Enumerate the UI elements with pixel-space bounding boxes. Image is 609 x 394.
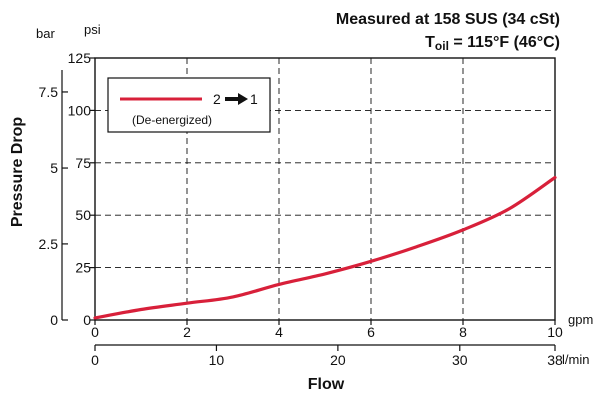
grid-lines: [95, 58, 555, 320]
y-secondary-unit: bar: [36, 26, 55, 41]
y-secondary-tick-label: 7.5: [39, 84, 59, 100]
legend: 2 1 (De-energized): [107, 77, 271, 133]
x-tick-label: 0: [91, 324, 99, 340]
series-line: [93, 175, 557, 320]
x-secondary-unit: l/min: [562, 352, 589, 367]
x-tick-label: 10: [547, 324, 563, 340]
x-secondary-tick-label: 30: [452, 352, 468, 368]
y-tick-label: 75: [75, 155, 91, 171]
y-tick-label: 0: [83, 312, 91, 328]
y-tick-label: 125: [68, 50, 92, 66]
chart-title: Measured at 158 SUS (34 cSt): [336, 11, 560, 28]
x-tick-label: 8: [459, 324, 467, 340]
x-tick-label: 6: [367, 324, 375, 340]
arrow-right-icon: [225, 93, 248, 105]
subtitle-main: T: [425, 34, 435, 51]
plot-frame: [94, 57, 556, 321]
y-axis-title: Pressure Drop: [9, 117, 26, 227]
legend-note: (De-energized): [132, 113, 212, 127]
x-secondary-tick-label: 20: [330, 352, 346, 368]
x-secondary-tick-label: 0: [91, 352, 99, 368]
y-tick-label: 25: [75, 260, 91, 276]
y-primary-unit: psi: [84, 22, 101, 37]
legend-box: [107, 77, 271, 133]
x-tick-label: 4: [275, 324, 283, 340]
y-secondary-tick-label: 2.5: [39, 236, 59, 252]
x-secondary-tick-label: 10: [209, 352, 225, 368]
y-secondary-tick-label: 5: [50, 160, 58, 176]
chart-subtitle: Toil = 115°F (46°C): [425, 34, 560, 53]
y-secondary-tick-label: 0: [50, 312, 58, 328]
subtitle-subscript: oil: [435, 39, 449, 53]
series-layer: [93, 175, 557, 320]
y-tick-label: 50: [75, 207, 91, 223]
y-tick-label: 100: [68, 102, 92, 118]
subtitle-rest: = 115°F (46°C): [449, 34, 560, 51]
legend-label-from: 2: [213, 91, 221, 107]
x-axis-title: Flow: [308, 376, 345, 393]
x-primary-unit: gpm: [568, 312, 593, 327]
x-tick-label: 2: [183, 324, 191, 340]
x-secondary-tick-label: 38: [547, 352, 563, 368]
legend-label-to: 1: [250, 91, 258, 107]
